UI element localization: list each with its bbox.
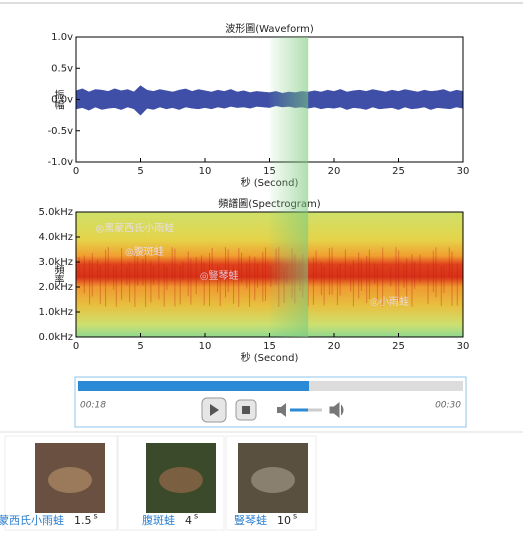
- x-tick-label: 0: [73, 341, 79, 352]
- frog-shape: [48, 467, 92, 493]
- species-count: 4: [185, 514, 192, 527]
- x-tick-label: 20: [328, 341, 341, 352]
- y-tick-label: 4.0kHz: [39, 232, 73, 243]
- count-sup: s: [194, 512, 198, 521]
- duration: 00:30: [435, 401, 461, 411]
- y-tick-label: 1.0kHz: [39, 307, 73, 318]
- y-tick-label: 3.0kHz: [39, 257, 73, 268]
- species-name[interactable]: 豎琴蛙: [234, 514, 267, 527]
- y-tick-label: 0.5v: [51, 63, 73, 74]
- x-tick-label: 5: [137, 341, 143, 352]
- frog-shape: [251, 467, 295, 493]
- annotation: ◎黑蒙西氏小雨蛙: [95, 221, 174, 234]
- species-name[interactable]: 腹斑蛙: [142, 513, 175, 527]
- play-button[interactable]: [202, 398, 226, 422]
- charts: 波形圖(Waveform)秒 (Second)振幅051015202530-1.…: [39, 22, 470, 364]
- x-tick-label: 30: [457, 341, 470, 352]
- species-count: 1.5: [74, 514, 92, 527]
- x-tick-label: 10: [199, 166, 212, 177]
- annotation: ◎豎琴蛙: [200, 269, 239, 282]
- progress-fill: [78, 381, 309, 391]
- x-tick-label: 5: [137, 166, 143, 177]
- species-name[interactable]: 黑蒙西氏小雨蛙: [0, 514, 64, 527]
- x-tick-label: 30: [457, 166, 470, 177]
- x-tick-label: 0: [73, 166, 79, 177]
- x-tick-label: 25: [392, 341, 405, 352]
- frog-shape: [159, 467, 203, 493]
- stop-button[interactable]: [236, 400, 256, 420]
- y-tick-label: 1.0v: [51, 32, 73, 43]
- chart-title: 波形圖(Waveform): [225, 22, 314, 35]
- x-tick-label: 20: [328, 166, 341, 177]
- screen: 波形圖(Waveform)秒 (Second)振幅051015202530-1.…: [0, 0, 523, 531]
- x-tick-label: 10: [199, 341, 212, 352]
- species-count: 10: [277, 514, 291, 527]
- annotation: ◎小雨蛙: [370, 295, 409, 308]
- y-tick-label: -0.5v: [48, 126, 74, 137]
- y-tick-label: 2.0kHz: [39, 282, 73, 293]
- x-axis-label: 秒 (Second): [241, 351, 299, 364]
- y-tick-label: 0.0kHz: [39, 332, 73, 343]
- count-sup: s: [293, 512, 297, 521]
- y-tick-label: 5.0kHz: [39, 207, 73, 218]
- time-highlight: [270, 37, 309, 337]
- y-tick-label: 0.0v: [51, 95, 73, 106]
- x-tick-label: 25: [392, 166, 405, 177]
- annotation: ◎腹斑蛙: [125, 245, 164, 258]
- x-tick-label: 15: [263, 341, 276, 352]
- count-sup: s: [94, 512, 98, 521]
- page: 波形圖(Waveform)秒 (Second)振幅051015202530-1.…: [0, 0, 523, 535]
- current-time: 00:18: [80, 401, 106, 411]
- y-tick-label: -1.0v: [48, 157, 74, 168]
